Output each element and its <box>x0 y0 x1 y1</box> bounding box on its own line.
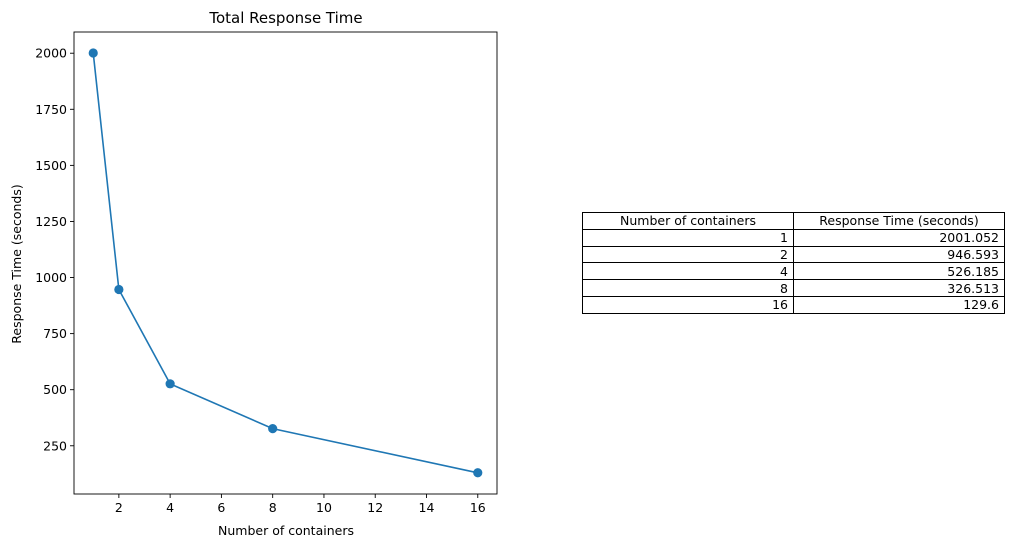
x-tick-label: 2 <box>115 500 123 515</box>
data-point <box>165 379 175 389</box>
table-cell-containers: 2 <box>582 245 794 264</box>
y-tick-label: 2000 <box>35 46 67 61</box>
data-table: Number of containers Response Time (seco… <box>582 212 1005 314</box>
table-cell-containers: 4 <box>582 262 794 281</box>
x-axis-label: Number of containers <box>218 523 354 538</box>
y-tick-label: 1500 <box>35 158 67 173</box>
y-tick-label: 250 <box>43 438 67 453</box>
table-row: 4 526.185 <box>582 262 1005 281</box>
table-cell-response-time: 526.185 <box>793 262 1005 281</box>
x-tick-label: 4 <box>166 500 174 515</box>
x-tick-label: 12 <box>367 500 383 515</box>
table-row: 1 2001.052 <box>582 228 1005 247</box>
table-cell-containers: 8 <box>582 279 794 297</box>
y-tick-label: 1750 <box>35 102 67 117</box>
data-point <box>268 424 278 434</box>
y-tick-label: 750 <box>43 326 67 341</box>
table-cell-response-time: 2001.052 <box>793 228 1005 247</box>
x-tick-label: 8 <box>269 500 277 515</box>
x-tick-label: 10 <box>316 500 332 515</box>
table-cell-response-time: 946.593 <box>793 245 1005 264</box>
chart-title: Total Response Time <box>208 9 362 27</box>
y-axis-label: Response Time (seconds) <box>9 184 24 343</box>
table-row: 2 946.593 <box>582 245 1005 264</box>
table-header-containers: Number of containers <box>582 212 794 230</box>
x-tick-label: 16 <box>470 500 486 515</box>
table-header-response-time: Response Time (seconds) <box>793 212 1005 230</box>
table-row: 16 129.6 <box>582 295 1005 314</box>
table-cell-response-time: 326.513 <box>793 279 1005 297</box>
table-header-row: Number of containers Response Time (seco… <box>582 212 1005 230</box>
table-cell-containers: 16 <box>582 295 794 314</box>
y-tick-label: 1250 <box>35 214 67 229</box>
data-point <box>88 48 98 58</box>
data-point <box>473 468 483 478</box>
y-tick-label: 1000 <box>35 270 67 285</box>
plot-frame <box>73 31 498 495</box>
x-tick-label: 14 <box>419 500 435 515</box>
data-point <box>114 284 124 295</box>
table-cell-containers: 1 <box>582 228 794 247</box>
table-cell-response-time: 129.6 <box>793 295 1005 314</box>
series-line <box>92 52 478 474</box>
table-row: 8 326.513 <box>582 279 1005 297</box>
x-tick-label: 6 <box>217 500 225 515</box>
y-tick-label: 500 <box>43 382 67 397</box>
